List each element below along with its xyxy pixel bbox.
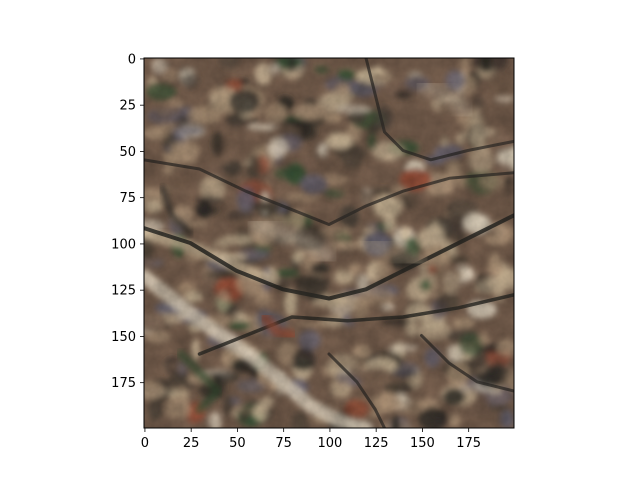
satellite-image	[144, 58, 514, 428]
x-tick-label: 150	[410, 436, 435, 451]
x-tick-label: 100	[318, 436, 343, 451]
x-tick-label: 25	[183, 436, 200, 451]
x-tick-label: 125	[364, 436, 389, 451]
x-axis: 0 25 50 75 100 125 150 175	[141, 428, 481, 451]
x-tick-label: 0	[141, 436, 149, 451]
y-tick-label: 150	[111, 330, 136, 345]
y-tick-label: 125	[111, 284, 136, 299]
x-tick-label: 75	[275, 436, 292, 451]
axes-frame	[143, 57, 515, 429]
x-tick-label: 175	[456, 436, 481, 451]
y-axis: 0 25 50 75 100 125 150 175	[111, 52, 144, 391]
y-tick-label: 25	[119, 99, 136, 114]
y-tick-label: 50	[119, 145, 136, 160]
texture-overlay	[144, 58, 514, 428]
y-tick-label: 100	[111, 237, 136, 252]
y-tick-label: 75	[119, 191, 136, 206]
y-tick-label: 175	[111, 376, 136, 391]
y-tick-label: 0	[128, 52, 136, 67]
x-tick-label: 50	[229, 436, 246, 451]
